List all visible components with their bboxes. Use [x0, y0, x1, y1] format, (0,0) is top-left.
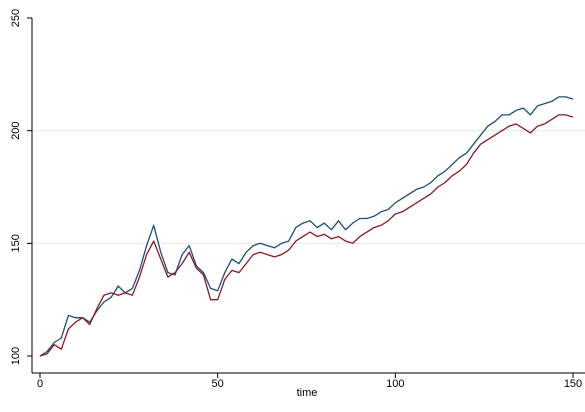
y-tick-label-200: 200	[10, 121, 22, 139]
y-tick-label-150: 150	[10, 234, 22, 252]
x-axis-title: time	[297, 387, 318, 399]
x-tick-label-50: 50	[212, 378, 224, 390]
series-line-1	[39, 96, 574, 357]
series-group	[39, 96, 574, 357]
x-tick-label-100: 100	[386, 378, 404, 390]
x-tick-label-150: 150	[564, 378, 582, 390]
x-axis-ticks: 0 50 100 150	[37, 373, 582, 390]
x-tick-label-0: 0	[37, 378, 43, 390]
y-axis-ticks: 100 150 200 250	[10, 9, 32, 365]
gridlines	[32, 130, 585, 244]
series-line-2	[39, 114, 574, 357]
y-tick-label-250: 250	[10, 9, 22, 27]
y-tick-label-100: 100	[10, 347, 22, 365]
